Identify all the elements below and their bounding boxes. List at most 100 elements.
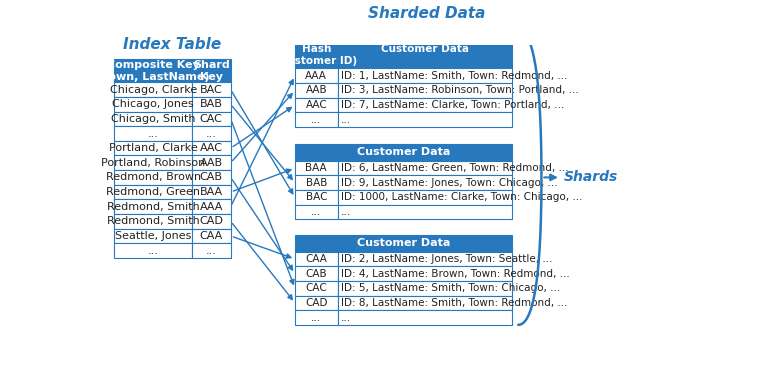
Bar [295, 235, 512, 252]
Bar [115, 199, 192, 214]
Bar [295, 190, 337, 205]
Text: BAC: BAC [305, 192, 327, 203]
Bar [337, 205, 512, 219]
Bar [115, 243, 192, 258]
Text: AAC: AAC [199, 143, 223, 153]
Text: CAB: CAB [199, 172, 223, 183]
Bar [295, 144, 512, 161]
Text: Sharded Data: Sharded Data [368, 6, 485, 21]
Bar [115, 126, 192, 141]
Text: Index Table: Index Table [123, 37, 222, 51]
Bar [337, 310, 512, 325]
Bar [192, 112, 231, 126]
Bar [295, 30, 337, 68]
Bar [337, 68, 512, 83]
Text: ...: ... [312, 207, 322, 217]
Bar [115, 59, 192, 82]
Bar [295, 161, 337, 175]
Text: Chicago, Smith: Chicago, Smith [111, 114, 196, 124]
Text: CAC: CAC [200, 114, 223, 124]
Bar [337, 112, 512, 127]
Bar [115, 229, 192, 243]
Bar [295, 252, 337, 266]
Bar [337, 161, 512, 175]
Text: ...: ... [312, 115, 322, 125]
Text: BAC: BAC [200, 85, 223, 94]
Text: AAC: AAC [305, 100, 327, 110]
Text: ID: 4, LastName: Brown, Town: Redmond, ...: ID: 4, LastName: Brown, Town: Redmond, .… [340, 269, 569, 279]
Bar [115, 214, 192, 229]
Text: BAA: BAA [305, 163, 327, 173]
Text: ...: ... [340, 115, 351, 125]
Text: ID: 3, LastName: Robinson, Town: Portland, ...: ID: 3, LastName: Robinson, Town: Portlan… [340, 85, 579, 95]
Bar [115, 82, 192, 97]
Bar [337, 190, 512, 205]
Text: AAB: AAB [305, 85, 327, 95]
Text: Customer Data: Customer Data [357, 238, 450, 248]
Bar [192, 214, 231, 229]
Bar [192, 199, 231, 214]
Text: BAB: BAB [200, 99, 223, 109]
Bar [192, 155, 231, 170]
Bar [337, 266, 512, 281]
Bar [295, 112, 337, 127]
Bar [337, 175, 512, 190]
Text: ID: 6, LastName: Green, Town: Redmond, ...: ID: 6, LastName: Green, Town: Redmond, .… [340, 163, 569, 173]
Text: ID: 1, LastName: Smith, Town: Redmond, ...: ID: 1, LastName: Smith, Town: Redmond, .… [340, 71, 567, 81]
Text: AAA: AAA [199, 202, 223, 212]
Bar [192, 170, 231, 185]
Bar [337, 83, 512, 98]
Bar [337, 98, 512, 112]
Text: Shard Key -
Hash
(Customer ID): Shard Key - Hash (Customer ID) [275, 33, 358, 66]
Text: ...: ... [148, 129, 159, 138]
Text: Redmond, Brown: Redmond, Brown [106, 172, 201, 183]
Text: Portland, Robinson: Portland, Robinson [101, 158, 206, 168]
Text: ID: 2, LastName: Jones, Town: Seattle, ...: ID: 2, LastName: Jones, Town: Seattle, .… [340, 254, 552, 264]
Text: AAB: AAB [199, 158, 223, 168]
Bar [295, 68, 337, 83]
Bar [192, 126, 231, 141]
Bar [295, 98, 337, 112]
Text: ID: 5, LastName: Smith, Town: Chicago, ...: ID: 5, LastName: Smith, Town: Chicago, .… [340, 283, 560, 293]
Text: ID: 8, LastName: Smith, Town: Redmond, ...: ID: 8, LastName: Smith, Town: Redmond, .… [340, 298, 567, 308]
Bar [337, 30, 512, 68]
Bar [295, 83, 337, 98]
Bar [192, 97, 231, 112]
Bar [295, 281, 337, 296]
Text: ...: ... [148, 246, 159, 256]
Text: Customer Data: Customer Data [381, 44, 469, 54]
Bar [192, 59, 231, 82]
Text: ...: ... [206, 246, 217, 256]
Text: CAB: CAB [305, 269, 327, 279]
Text: Portland, Clarke: Portland, Clarke [109, 143, 198, 153]
Text: CAA: CAA [305, 254, 327, 264]
Text: Redmond, Smith: Redmond, Smith [107, 202, 199, 212]
Text: Chicago, Clarke: Chicago, Clarke [110, 85, 197, 94]
Text: Customer Data: Customer Data [357, 147, 450, 157]
Text: Chicago, Jones: Chicago, Jones [112, 99, 194, 109]
Bar [115, 155, 192, 170]
Bar [192, 82, 231, 97]
Bar [295, 310, 337, 325]
Bar [115, 97, 192, 112]
Text: ID: 7, LastName: Clarke, Town: Portland, ...: ID: 7, LastName: Clarke, Town: Portland,… [340, 100, 564, 110]
Text: CAA: CAA [199, 231, 223, 241]
Text: AAA: AAA [305, 71, 327, 81]
Text: CAC: CAC [305, 283, 327, 293]
Text: ID: 1000, LastName: Clarke, Town: Chicago, ...: ID: 1000, LastName: Clarke, Town: Chicag… [340, 192, 582, 203]
Text: CAD: CAD [305, 298, 327, 308]
Bar [295, 205, 337, 219]
Text: BAA: BAA [199, 187, 223, 197]
Text: ...: ... [340, 313, 351, 322]
Bar [192, 243, 231, 258]
Bar [115, 141, 192, 155]
Bar [337, 296, 512, 310]
Bar [337, 281, 512, 296]
Bar [295, 266, 337, 281]
Text: ...: ... [206, 129, 217, 138]
Text: Seattle, Jones: Seattle, Jones [115, 231, 192, 241]
Text: BAB: BAB [305, 178, 327, 188]
Bar [192, 185, 231, 199]
Bar [115, 112, 192, 126]
Bar [115, 185, 192, 199]
